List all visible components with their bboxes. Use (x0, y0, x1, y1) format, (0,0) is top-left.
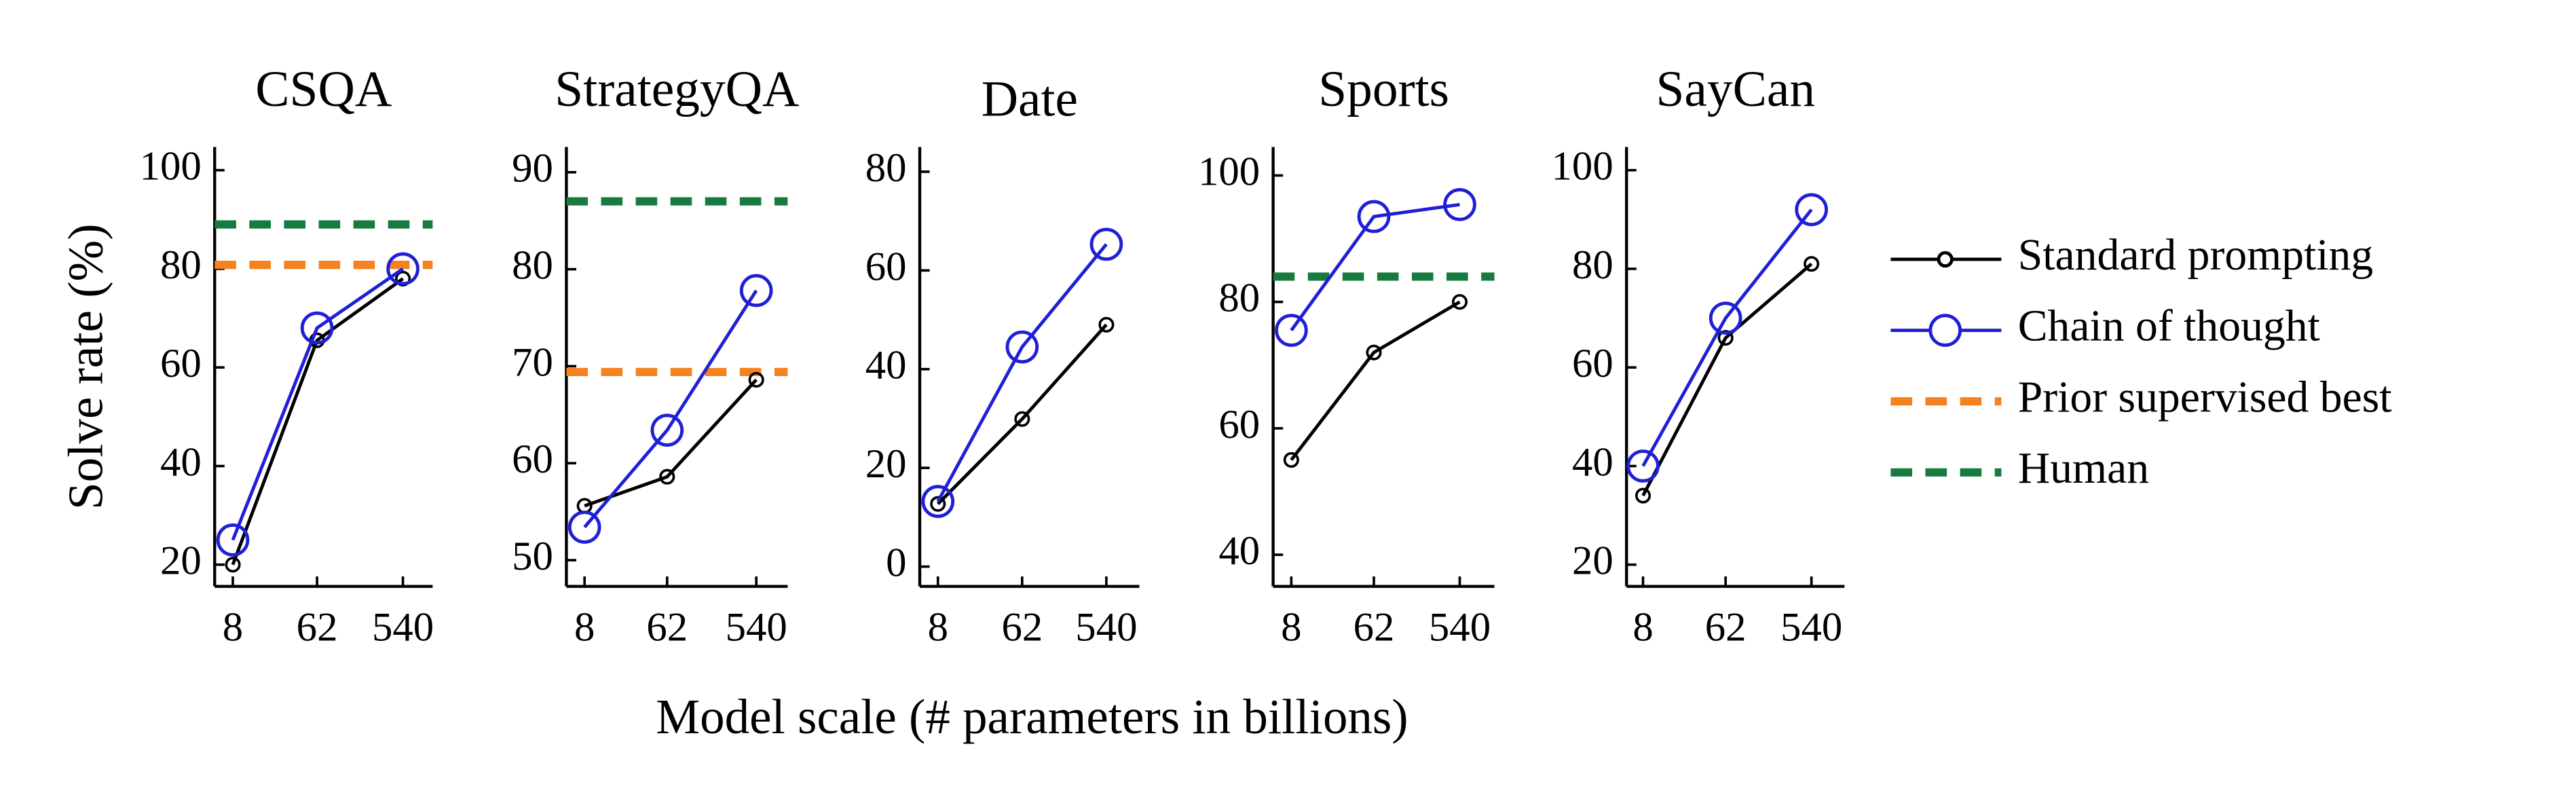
y-tick-label: 100 (1552, 144, 1613, 189)
series-line (583, 289, 758, 529)
legend-marker (1928, 314, 1962, 347)
y-tick-label: 60 (512, 437, 553, 482)
y-tick-label: 0 (886, 540, 906, 586)
series-line (231, 277, 404, 566)
point (930, 496, 946, 512)
y-axis-label: Solve rate (%) (58, 223, 113, 509)
series-line (937, 323, 1108, 505)
y-tick-label: 100 (1198, 149, 1260, 194)
y-tick-label: 40 (1572, 439, 1613, 485)
legend-label: Standard prompting (2018, 230, 2373, 280)
y-tick-label: 80 (512, 242, 553, 288)
x-tick-label: 62 (1705, 604, 1747, 650)
chart-title: StrategyQA (555, 61, 799, 117)
point (1366, 344, 1382, 361)
chart-title: SayCan (1656, 61, 1815, 117)
point (1709, 301, 1742, 335)
point (1626, 449, 1660, 483)
x-tick-label: 62 (646, 604, 688, 650)
y-tick-label: 90 (512, 146, 553, 191)
y-tick-label: 20 (160, 538, 202, 584)
legend-marker (1937, 251, 1954, 268)
y-tick-label: 40 (160, 439, 202, 485)
y-tick-label: 60 (865, 244, 907, 289)
legend-label: Human (2018, 443, 2149, 493)
x-tick-label: 62 (1001, 604, 1043, 650)
point (659, 468, 675, 485)
point (1283, 451, 1299, 468)
point (748, 371, 764, 388)
series-line (936, 243, 1108, 502)
x-tick-label: 540 (1429, 604, 1491, 650)
point (1014, 411, 1030, 427)
y-tick-label: 80 (160, 242, 202, 288)
point (739, 274, 773, 308)
y-tick-label: 40 (1218, 528, 1260, 574)
series-line (1290, 300, 1461, 461)
point (1635, 487, 1651, 504)
x-tick-label: 540 (726, 604, 787, 650)
y-tick-label: 50 (512, 534, 553, 579)
series-line (1641, 208, 1813, 467)
point (225, 557, 241, 573)
y-tick-label: 80 (865, 145, 907, 191)
point (1795, 193, 1828, 227)
x-tick-label: 8 (574, 604, 595, 650)
chart-title: Sports (1318, 61, 1449, 117)
y-tick-label: 20 (1572, 538, 1613, 584)
y-tick-label: 20 (865, 441, 907, 487)
x-tick-label: 8 (1632, 604, 1653, 650)
point (216, 523, 250, 557)
point (1717, 330, 1734, 346)
x-tick-label: 8 (928, 604, 948, 650)
point (1443, 187, 1476, 221)
point (1451, 294, 1468, 310)
x-tick-label: 62 (297, 604, 338, 650)
point (1089, 227, 1123, 261)
chart-title: CSQA (255, 61, 392, 117)
point (1275, 314, 1308, 347)
y-tick-label: 40 (865, 343, 907, 388)
point (1098, 316, 1115, 333)
point (1005, 330, 1039, 364)
chart-title: Date (982, 71, 1078, 128)
point (650, 413, 684, 447)
x-tick-label: 62 (1354, 604, 1395, 650)
x-axis-label: Model scale (# parameters in billions) (656, 689, 1408, 744)
y-tick-label: 80 (1572, 242, 1613, 288)
point (300, 311, 334, 345)
x-tick-label: 540 (1780, 604, 1842, 650)
y-tick-label: 60 (1572, 341, 1613, 386)
y-tick-label: 60 (160, 341, 202, 386)
series-line (231, 267, 404, 541)
y-tick-label: 60 (1218, 402, 1260, 447)
x-tick-label: 8 (223, 604, 243, 650)
x-tick-label: 8 (1281, 604, 1301, 650)
y-tick-label: 100 (140, 144, 202, 189)
point (567, 511, 601, 544)
x-tick-label: 540 (372, 604, 434, 650)
point (1357, 200, 1391, 234)
y-tick-label: 70 (512, 339, 553, 385)
x-tick-label: 540 (1075, 604, 1137, 650)
legend-label: Chain of thought (2018, 301, 2320, 351)
legend-label: Prior supervised best (2018, 372, 2392, 422)
point (386, 252, 419, 286)
point (1804, 256, 1820, 272)
series-line (1641, 262, 1813, 497)
point (921, 485, 955, 518)
series-line (1290, 202, 1460, 331)
y-tick-label: 80 (1218, 276, 1260, 321)
